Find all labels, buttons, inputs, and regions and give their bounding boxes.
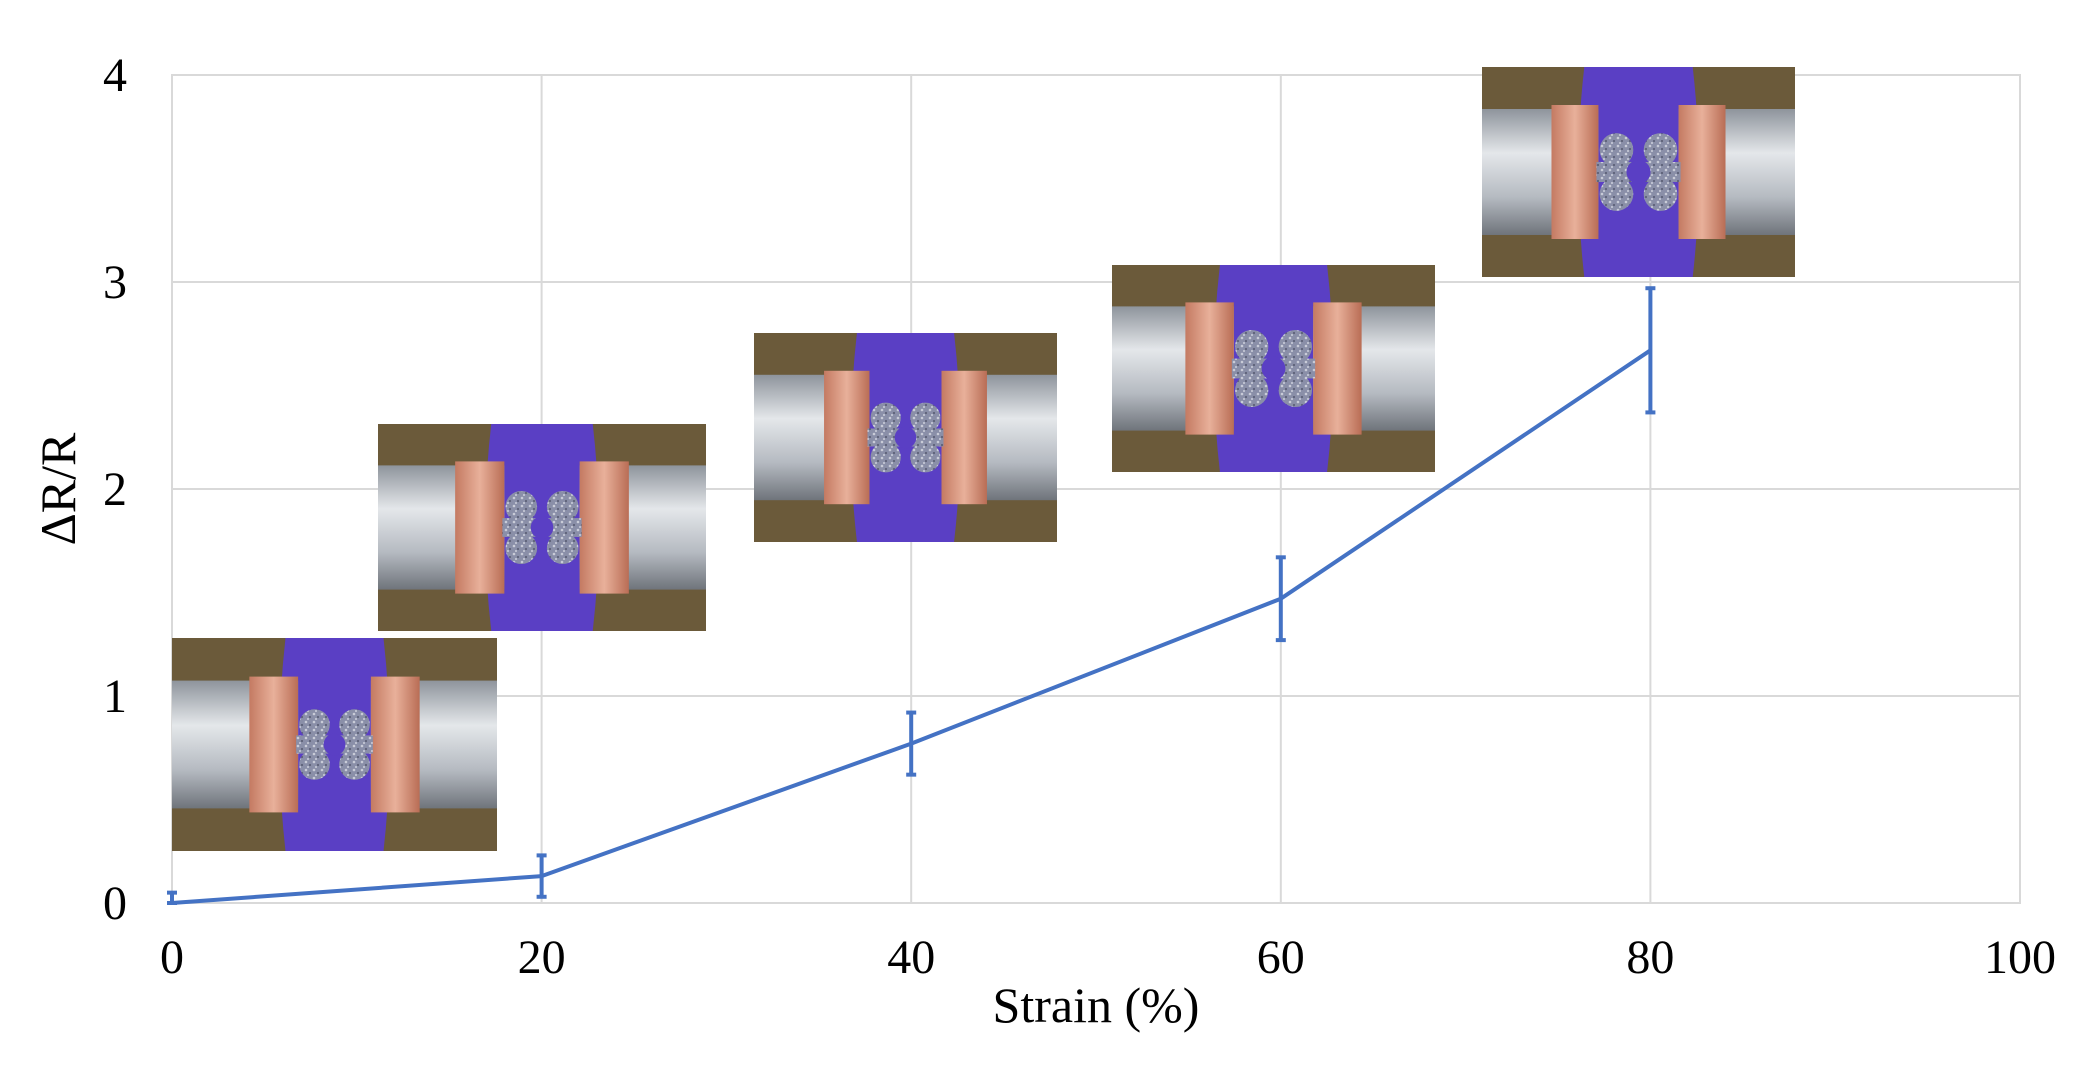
data-point xyxy=(170,901,174,905)
conductive-lobe xyxy=(1599,177,1634,211)
conductive-lobe xyxy=(339,709,370,740)
y-tick-label: 3 xyxy=(103,256,127,309)
plot-axes xyxy=(171,74,2021,904)
data-point xyxy=(540,874,544,878)
pattern-hole xyxy=(530,516,554,539)
photo-insets xyxy=(172,67,1795,851)
conductive-lobe xyxy=(505,490,538,523)
left-copper-tape xyxy=(455,461,505,594)
sample-photo-0 xyxy=(172,638,497,851)
x-tick-label: 0 xyxy=(160,931,184,984)
sample-photo-60 xyxy=(1112,265,1435,472)
left-copper-tape xyxy=(249,676,299,813)
sample-photo-80 xyxy=(1482,67,1795,277)
data-point xyxy=(1648,348,1652,352)
right-copper-tape xyxy=(1313,302,1362,435)
y-tick-label: 1 xyxy=(103,670,127,723)
conductive-lobe xyxy=(1278,373,1312,407)
plot-border xyxy=(171,74,2021,904)
conductive-lobe xyxy=(1643,133,1678,167)
y-tick-label: 0 xyxy=(103,877,127,930)
data-point xyxy=(909,742,913,746)
conductive-lobe xyxy=(339,749,370,780)
y-axis-title: ΔR/R xyxy=(30,432,86,545)
conductive-lobe xyxy=(1643,177,1678,211)
x-axis-title: Strain (%) xyxy=(993,977,1200,1033)
conductive-lobe xyxy=(870,402,901,433)
right-copper-tape xyxy=(941,370,987,505)
conductive-lobe xyxy=(299,749,330,780)
sample-photo-40 xyxy=(754,333,1057,542)
left-copper-tape xyxy=(1551,105,1599,239)
conductive-lobe xyxy=(299,709,330,740)
pattern-hole xyxy=(1261,356,1286,381)
x-tick-label: 20 xyxy=(518,931,566,984)
pattern-hole xyxy=(1626,159,1651,185)
x-tick-label: 40 xyxy=(887,931,935,984)
y-tick-label: 4 xyxy=(103,49,127,102)
y-tick-label: 2 xyxy=(103,463,127,516)
left-copper-tape xyxy=(824,370,870,505)
right-copper-tape xyxy=(579,461,629,594)
conductive-lobe xyxy=(870,442,901,473)
conductive-lobe xyxy=(546,532,579,565)
sample-photo-20 xyxy=(378,424,706,631)
pattern-hole xyxy=(894,426,917,449)
conductive-lobe xyxy=(505,532,538,565)
left-copper-tape xyxy=(1185,302,1234,435)
x-tick-label: 100 xyxy=(1984,931,2056,984)
conductive-lobe xyxy=(910,402,941,433)
conductive-lobe xyxy=(546,490,579,523)
tick-labels: 0 20 40 60 80 100 0 1 2 3 4 xyxy=(103,49,2056,984)
data-point xyxy=(1279,597,1283,601)
conductive-lobe xyxy=(1599,133,1634,167)
conductive-lobe xyxy=(1235,373,1269,407)
data-series xyxy=(167,286,1656,905)
pattern-hole xyxy=(323,733,346,756)
right-copper-tape xyxy=(370,676,420,813)
right-copper-tape xyxy=(1678,105,1726,239)
conductive-lobe xyxy=(1278,330,1312,364)
conductive-lobe xyxy=(910,442,941,473)
conductive-lobe xyxy=(1235,330,1269,364)
x-tick-label: 60 xyxy=(1257,931,1305,984)
x-tick-label: 80 xyxy=(1626,931,1674,984)
